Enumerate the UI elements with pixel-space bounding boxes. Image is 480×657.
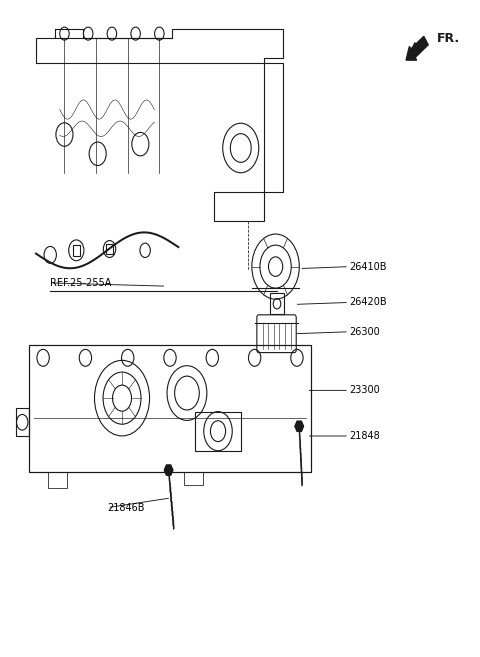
Bar [48,472,67,488]
Bar [15,408,29,436]
Polygon shape [164,465,173,475]
Bar [106,244,113,254]
Text: 26300: 26300 [349,327,380,337]
Text: 21846B: 21846B [107,503,144,512]
Polygon shape [295,421,303,432]
Text: FR.: FR. [437,32,460,45]
Text: 26410B: 26410B [349,261,386,271]
Bar [72,245,80,256]
Text: 21848: 21848 [349,431,380,441]
Bar [195,412,241,451]
FancyArrow shape [406,36,428,60]
Bar [29,345,311,472]
Bar [184,472,203,485]
Text: 26420B: 26420B [349,298,387,307]
Text: REF.25-255A: REF.25-255A [50,278,111,288]
Text: 23300: 23300 [349,386,380,396]
Bar [270,293,284,314]
